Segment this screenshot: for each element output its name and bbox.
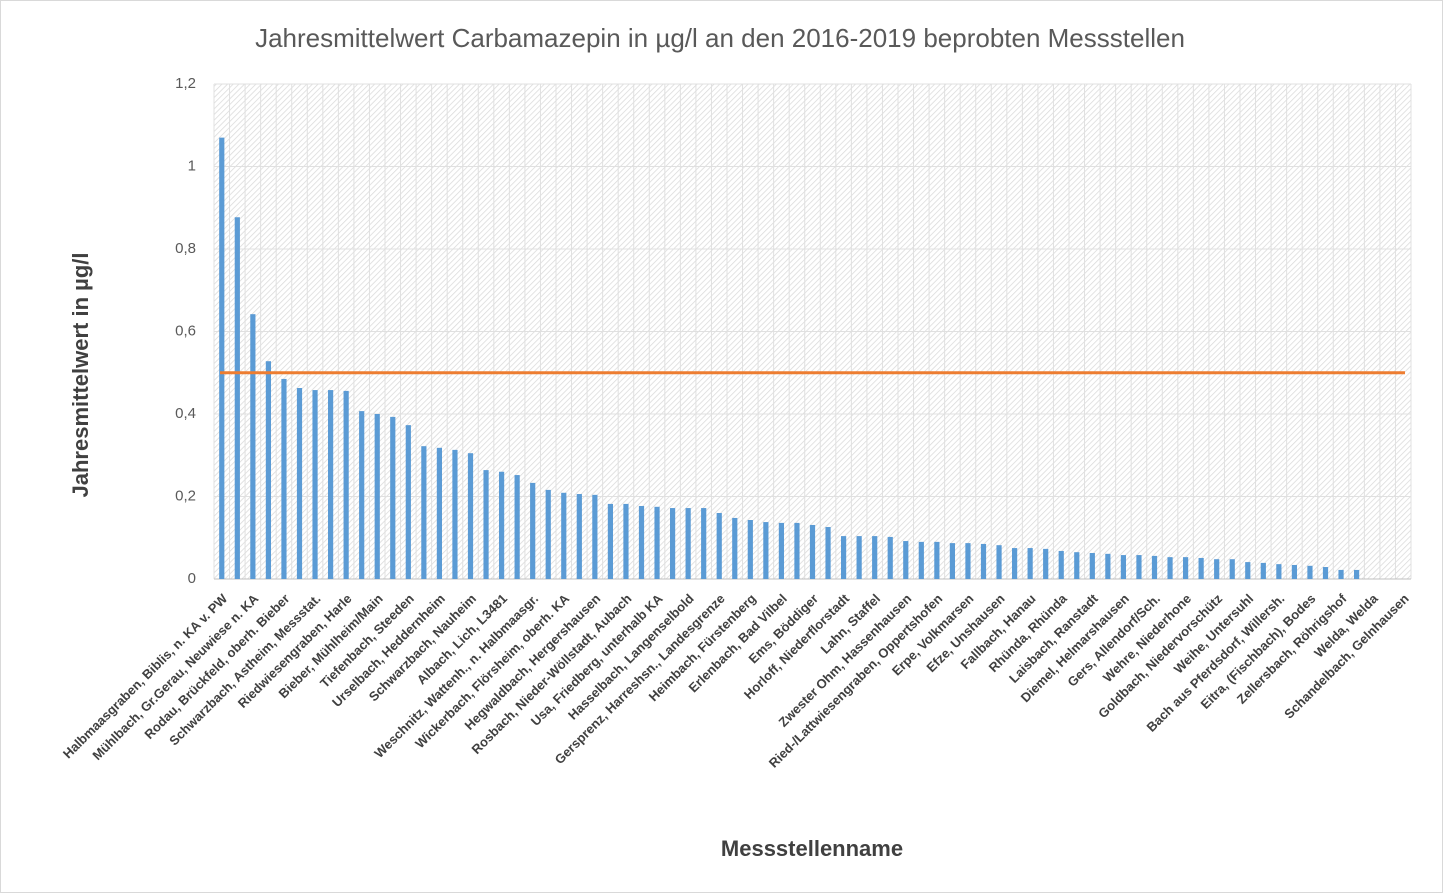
bar: [903, 541, 909, 579]
bar: [1105, 553, 1111, 579]
bar: [825, 527, 831, 579]
bar: [265, 361, 272, 579]
bar: [234, 217, 240, 580]
bar: [405, 425, 411, 579]
bar: [327, 390, 334, 579]
bar: [374, 414, 380, 579]
bar: [281, 378, 287, 579]
bar: [685, 508, 691, 579]
bar: [965, 543, 971, 579]
bar: [1120, 555, 1127, 579]
bar: [1043, 548, 1049, 579]
bar: [250, 314, 256, 579]
bar: [934, 541, 940, 579]
bar: [887, 536, 893, 579]
bar: [732, 517, 738, 579]
bar: [483, 470, 489, 579]
bar: [530, 482, 536, 579]
y-tick-label: 0: [188, 570, 196, 587]
bar: [856, 536, 862, 579]
bar: [219, 137, 225, 579]
bar: [949, 543, 956, 579]
bar: [343, 390, 349, 579]
bar: [1011, 548, 1018, 579]
bar: [607, 503, 614, 579]
bar: [1089, 553, 1095, 579]
bar: [778, 522, 785, 579]
bar: [592, 494, 598, 579]
y-tick-label: 0,8: [175, 240, 196, 257]
bar: [654, 506, 660, 579]
bar: [296, 388, 303, 579]
bar: [716, 513, 722, 579]
bar: [840, 536, 847, 579]
y-tick-label: 0,4: [175, 405, 196, 422]
bar: [918, 541, 924, 579]
bar: [980, 543, 987, 579]
bar: [1322, 567, 1329, 579]
y-tick-label: 1: [188, 157, 196, 174]
bar: [545, 489, 551, 579]
bar: [638, 505, 645, 579]
bar: [576, 494, 582, 579]
y-axis-title: Jahresmittelwert in µg/l: [68, 253, 93, 498]
x-axis-title: Messstellenname: [721, 836, 903, 861]
bar: [701, 508, 707, 579]
bar: [421, 446, 427, 579]
bar: [312, 390, 318, 579]
bar: [996, 545, 1002, 579]
bar: [763, 522, 769, 579]
bar: [747, 520, 753, 579]
bar: [1276, 564, 1282, 579]
bar: [1058, 550, 1064, 579]
bar: [794, 522, 800, 579]
bar: [1307, 565, 1313, 579]
bar: [1291, 564, 1298, 579]
y-tick-label: 0,2: [175, 487, 196, 504]
y-tick-label: 0,6: [175, 322, 196, 339]
bar: [1167, 557, 1173, 579]
bar: [1214, 559, 1220, 579]
bar: [1260, 562, 1266, 579]
bar: [1074, 552, 1080, 579]
bar: [514, 475, 520, 579]
bar: [872, 536, 878, 579]
bar: [1353, 569, 1360, 579]
bar: [623, 503, 629, 579]
bar: [467, 453, 474, 579]
bar: [809, 524, 816, 579]
bar: [452, 449, 458, 579]
bar: [359, 411, 365, 579]
y-tick-label: 1,2: [175, 75, 196, 92]
bar: [1245, 562, 1251, 579]
bar: [1229, 559, 1235, 579]
bar: [498, 471, 505, 579]
bar: [1338, 569, 1344, 579]
bar: [1027, 548, 1033, 579]
bar: [1198, 557, 1204, 579]
bar: [390, 416, 396, 579]
bar: [1182, 557, 1189, 579]
bar: [436, 447, 443, 579]
bar: [669, 508, 676, 579]
bar: [561, 492, 567, 579]
bar: [1136, 555, 1142, 579]
chart-title: Jahresmittelwert Carbamazepin in µg/l an…: [255, 23, 1185, 53]
bar: [1151, 555, 1158, 579]
